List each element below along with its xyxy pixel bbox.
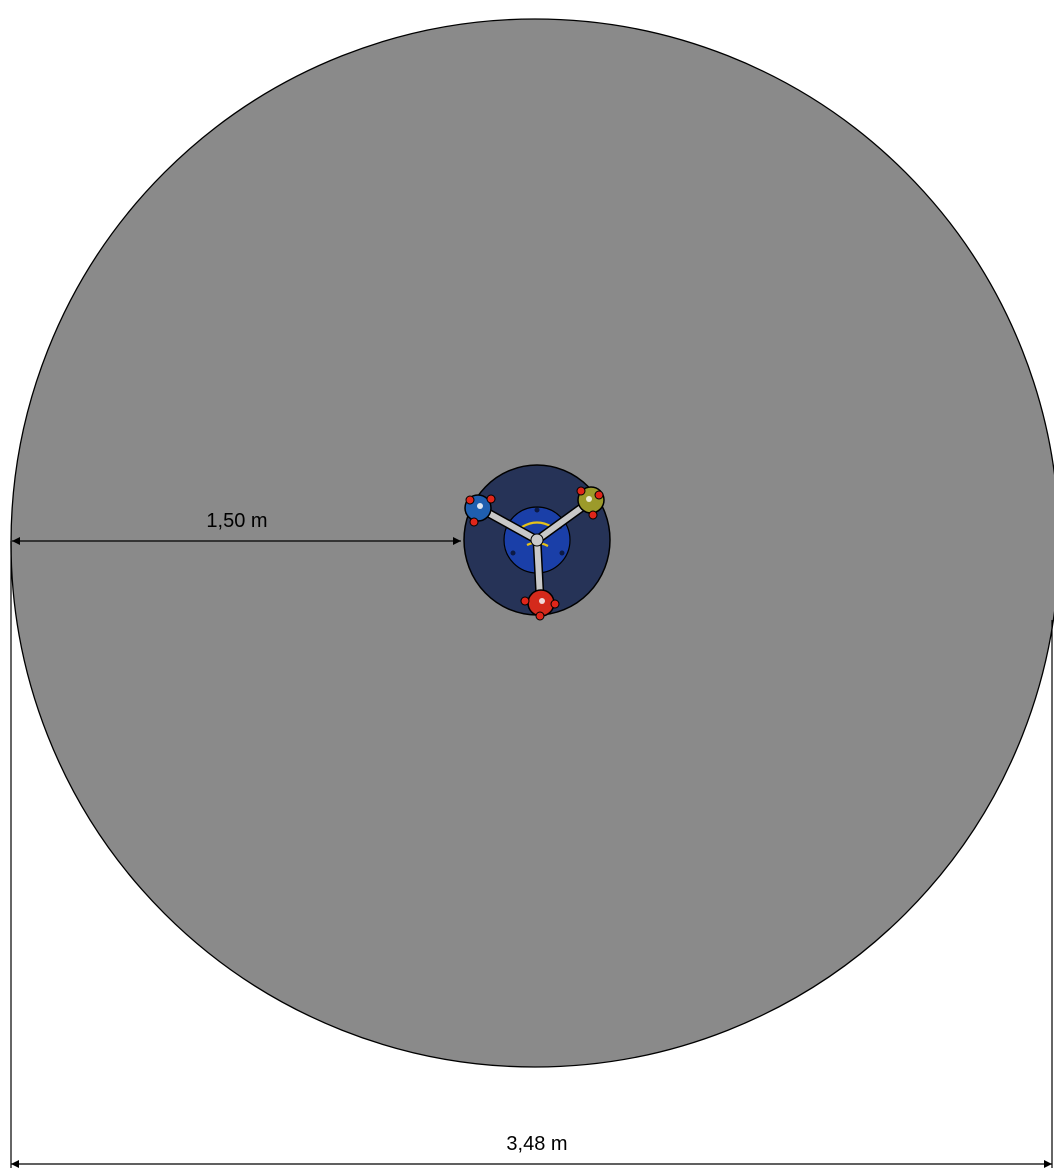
- spinner-top-view-icon: [463, 464, 611, 621]
- arm-yellow-fill: [534, 500, 591, 543]
- seat-red: [520, 589, 560, 621]
- seat-yellow: [576, 486, 605, 520]
- hub-bolt: [559, 550, 565, 556]
- hub-bolt: [510, 550, 516, 556]
- arm-blue-fill: [478, 506, 540, 543]
- arm-red-fill: [534, 537, 543, 601]
- hub-bolt: [534, 507, 540, 513]
- radius-label: 1,50 m: [206, 510, 267, 532]
- diameter-label: 3,48 m: [506, 1133, 567, 1155]
- seat-blue: [464, 494, 496, 527]
- hub-center: [530, 533, 544, 547]
